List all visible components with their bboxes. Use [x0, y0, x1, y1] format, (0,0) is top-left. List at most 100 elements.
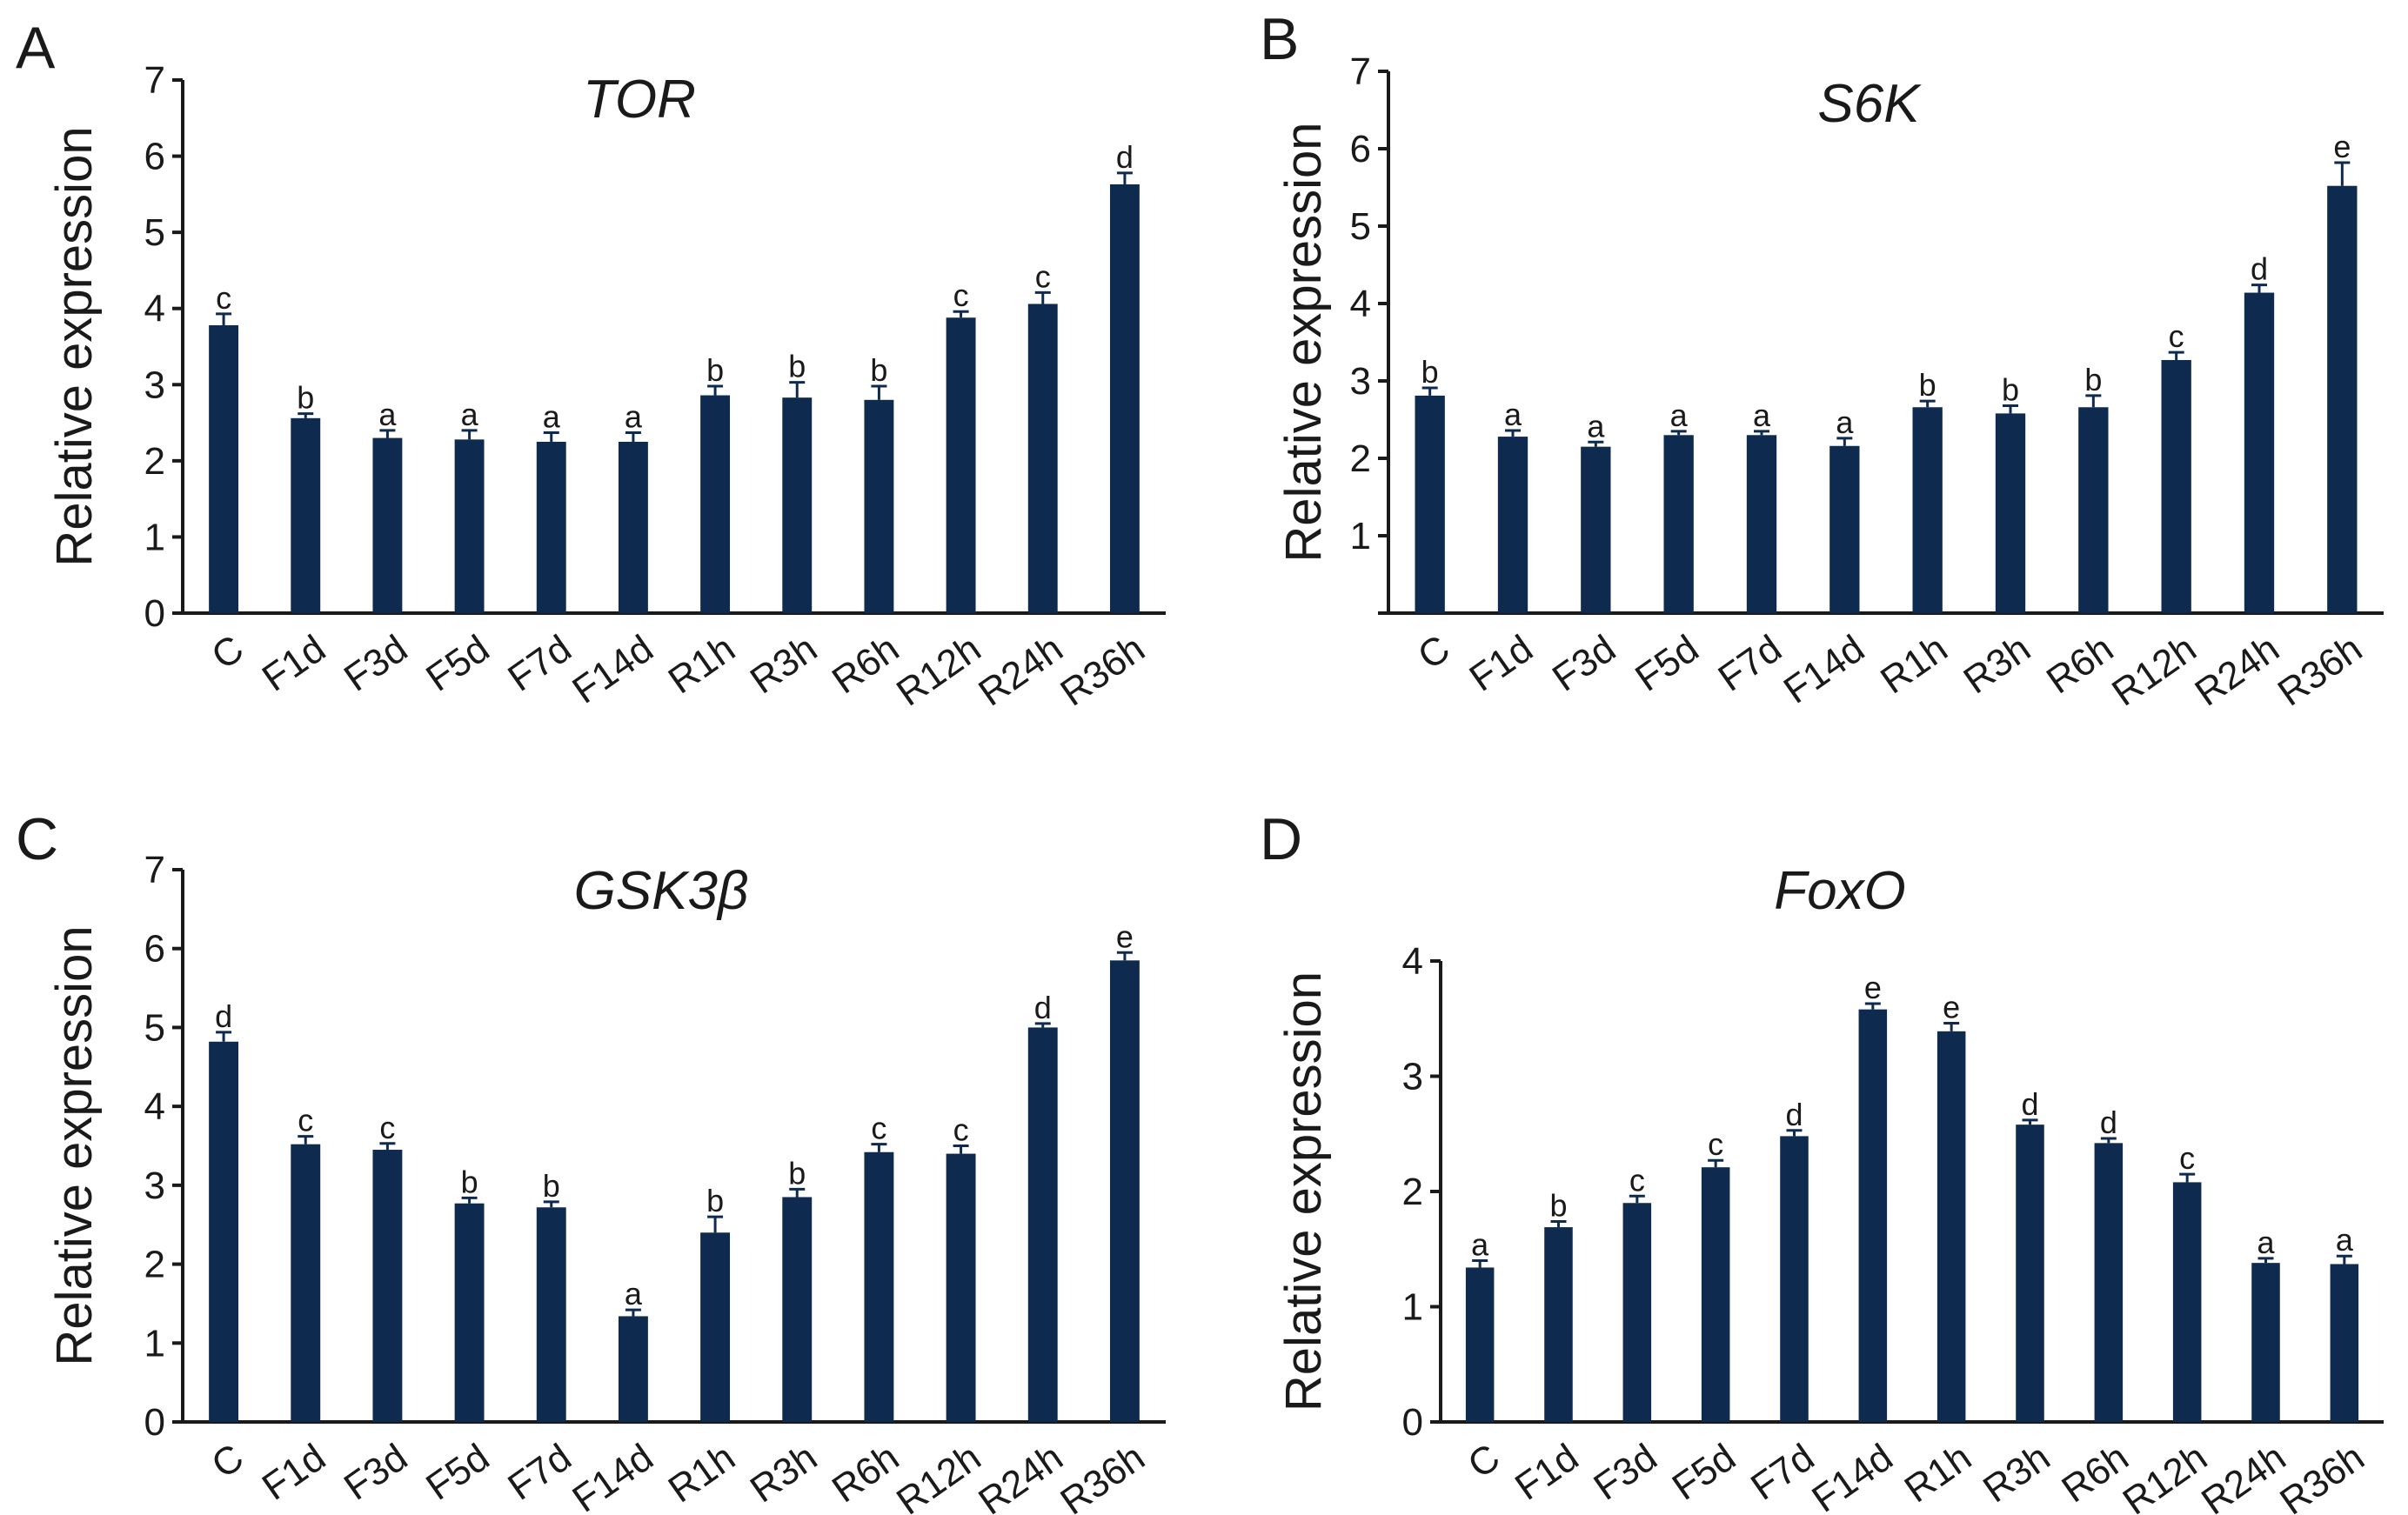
bar [1936, 1031, 1966, 1422]
y-tick-label: 2 [1402, 1171, 1423, 1213]
x-tick-label: R6h [825, 1436, 906, 1511]
y-tick-label: 3 [1350, 360, 1371, 403]
y-axis-label: Relative expression [46, 126, 103, 566]
bar [454, 439, 485, 613]
x-tick-label: F5d [1628, 627, 1706, 700]
significance-letter: c [953, 1112, 969, 1148]
y-tick-label: 2 [144, 440, 165, 483]
y-axis-label: Relative expression [46, 925, 103, 1365]
bar [2016, 1125, 2044, 1422]
significance-letter: e [1864, 970, 1882, 1005]
bar [1780, 1136, 1809, 1422]
significance-letter: a [461, 397, 479, 432]
significance-letter: a [1753, 397, 1771, 433]
x-tick-label: R1h [1897, 1436, 1979, 1511]
bar [536, 441, 566, 613]
bar [782, 397, 813, 613]
x-tick-label: C [1410, 627, 1457, 677]
bar [372, 437, 403, 613]
significance-letter: d [1785, 1097, 1803, 1132]
x-tick-label: F5d [1665, 1436, 1743, 1509]
x-tick-label: F1d [255, 627, 333, 700]
bar [1622, 1203, 1652, 1422]
bar [618, 441, 648, 613]
significance-letter: a [378, 397, 397, 432]
x-tick-label: R36h [1053, 1436, 1152, 1515]
x-tick-label: F1d [1508, 1436, 1586, 1509]
significance-letter: a [2336, 1222, 2354, 1258]
significance-letter: b [1549, 1187, 1567, 1223]
x-tick-label: R24h [971, 627, 1070, 714]
x-tick-label: F3d [337, 627, 415, 700]
x-tick-label: F3d [1545, 627, 1623, 700]
significance-letter: a [1587, 408, 1605, 444]
x-tick-label: R3h [1976, 1436, 2057, 1511]
significance-letter: d [2021, 1086, 2038, 1122]
x-tick-label: R12h [889, 1436, 988, 1515]
significance-letter: b [788, 1155, 806, 1191]
significance-letter: c [298, 1103, 313, 1138]
y-tick-label: 2 [144, 1244, 165, 1286]
x-tick-label: R12h [2104, 627, 2204, 714]
bar [209, 324, 239, 613]
bar [1027, 304, 1058, 613]
y-tick-label: 5 [1350, 205, 1371, 248]
chart-title: FoxO [1774, 861, 1906, 921]
x-tick-label: F14d [565, 1436, 660, 1515]
bar [372, 1150, 403, 1422]
significance-letter: a [1504, 397, 1522, 432]
x-tick-label: F1d [255, 1436, 333, 1509]
bar [1581, 446, 1611, 613]
x-tick-label: F5d [418, 627, 497, 700]
x-tick-label: C [204, 1436, 251, 1486]
x-tick-label: F7d [500, 627, 579, 700]
bar [2078, 407, 2109, 613]
panel-letter: B [1260, 6, 1299, 72]
significance-letter: b [706, 352, 724, 388]
y-tick-label: 2 [1350, 437, 1371, 480]
x-tick-label: R1h [661, 1436, 743, 1511]
bar [782, 1197, 813, 1422]
x-tick-label: F14d [565, 627, 660, 712]
panel-letter: C [16, 806, 58, 872]
panel-letter: A [16, 15, 56, 81]
panel-letter: D [1260, 806, 1302, 872]
bar [1465, 1267, 1495, 1422]
x-tick-label: R1h [661, 627, 743, 702]
y-tick-label: 0 [144, 592, 165, 635]
significance-letter: a [625, 398, 643, 434]
chart-panel-b: B S6K Relative expression 1 2 3 4 5 6 7 b Ca F1d a F3d… [1260, 6, 2384, 715]
bar [946, 1153, 976, 1422]
bar [2172, 1182, 2202, 1422]
significance-letter: c [1708, 1126, 1723, 1162]
bar [1027, 1027, 1058, 1422]
bar [700, 1232, 731, 1422]
bar [1497, 437, 1528, 613]
chart-title: GSK3β [574, 861, 749, 921]
significance-letter: c [953, 277, 969, 313]
significance-letter: b [1421, 354, 1439, 390]
bar [2244, 292, 2275, 613]
x-tick-label: C [204, 627, 251, 677]
y-tick-label: 1 [144, 516, 165, 558]
bar [1858, 1009, 1888, 1422]
x-tick-label: R12h [2116, 1436, 2215, 1515]
y-tick-label: 0 [1402, 1401, 1423, 1444]
bar [2251, 1263, 2280, 1422]
significance-letter: b [543, 1168, 560, 1204]
significance-letter: c [2169, 318, 2184, 354]
bar [864, 1151, 894, 1422]
y-tick-label: 4 [144, 1085, 165, 1128]
significance-letter: a [1836, 404, 1854, 440]
significance-letter: c [1629, 1162, 1645, 1198]
bar [700, 395, 731, 613]
significance-letter: a [543, 398, 561, 434]
bar [1663, 435, 1694, 613]
x-tick-label: R24h [2187, 627, 2286, 714]
significance-letter: d [2100, 1105, 2117, 1140]
bar [1701, 1167, 1730, 1422]
y-tick-label: 1 [144, 1322, 165, 1365]
y-tick-label: 4 [144, 288, 165, 330]
significance-letter: c [2179, 1140, 2195, 1176]
x-tick-label: R12h [889, 627, 988, 714]
